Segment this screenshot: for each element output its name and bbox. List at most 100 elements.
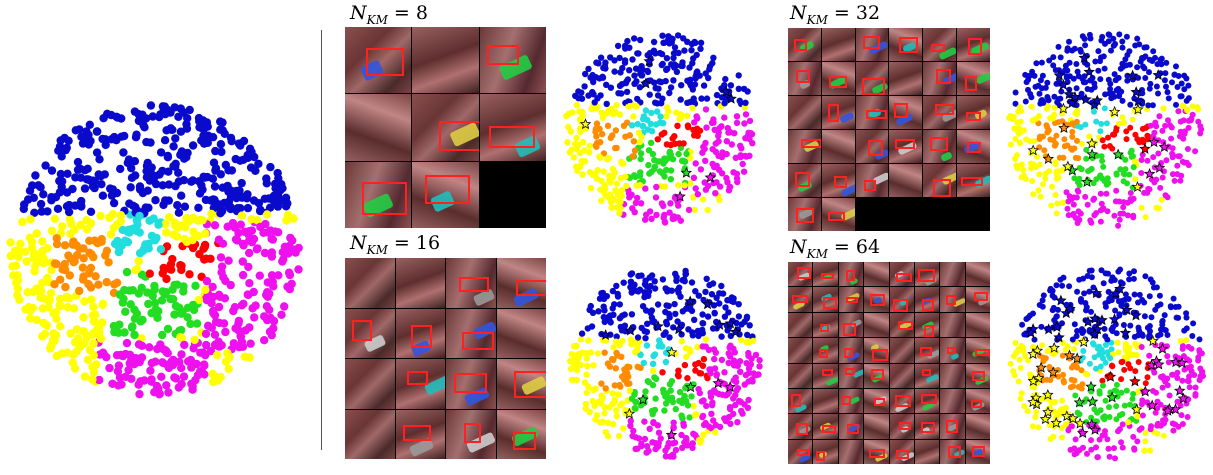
- scatter-point: [588, 105, 595, 113]
- scatter-point: [636, 138, 643, 146]
- scatter-point: [217, 147, 226, 157]
- scatter-point: [634, 334, 642, 341]
- scatter-point: [1040, 354, 1047, 361]
- scatter-point: [1086, 133, 1093, 140]
- scatter-point: [247, 238, 257, 247]
- scatter-point: [255, 271, 264, 280]
- scatter-point: [656, 342, 664, 350]
- thumbnail-cell: [855, 96, 889, 129]
- scatter-point: [1045, 103, 1052, 110]
- scatter-point: [633, 398, 640, 406]
- thumbnail-cell: [864, 338, 889, 363]
- label-nkm-64: NKM = 64: [790, 236, 881, 261]
- scatter-point: [633, 78, 640, 85]
- bounding-box: [935, 104, 954, 116]
- scatter-point: [1177, 338, 1184, 344]
- scatter-point: [263, 228, 272, 237]
- scatter-point: [142, 137, 151, 147]
- scatter-point: [84, 130, 93, 140]
- scatter-point: [1113, 170, 1120, 177]
- scatter-point: [1013, 349, 1020, 356]
- scatter-point: [66, 329, 75, 338]
- scatter-point: [1098, 346, 1105, 353]
- scatter-point: [627, 278, 635, 285]
- scatter-point: [89, 339, 98, 348]
- scatter-point: [711, 126, 718, 133]
- scatter-point: [38, 304, 47, 313]
- scatter-point: [1169, 154, 1176, 161]
- scatter-point: [697, 45, 704, 52]
- scatter-point: [163, 324, 173, 334]
- scatter-point: [1024, 408, 1031, 415]
- scatter-point: [1170, 427, 1177, 434]
- scatter-point: [139, 246, 148, 255]
- scatter-point: [1069, 133, 1076, 140]
- scatter-point: [613, 180, 621, 187]
- scatter-point: [1135, 359, 1142, 365]
- scatter-point: [1093, 444, 1099, 451]
- scatter-point: [1071, 346, 1077, 353]
- scatter-point: [1169, 371, 1176, 378]
- scatter-point: [1088, 86, 1095, 93]
- scatter-point: [1181, 159, 1188, 166]
- scatter-point: [1081, 35, 1088, 42]
- scatter-point: [176, 221, 185, 231]
- scatter-point: [647, 282, 654, 290]
- scatter-point: [672, 446, 680, 454]
- bounding-box: [351, 320, 373, 341]
- centroid-star-marker: [1042, 388, 1054, 400]
- scatter-point: [614, 42, 622, 50]
- scatter-point: [1091, 80, 1098, 87]
- scatter-point: [1052, 399, 1058, 405]
- scatter-point: [711, 355, 718, 363]
- scatter-point: [1066, 283, 1073, 290]
- scatter-point: [590, 362, 597, 369]
- scatter-point: [1169, 145, 1176, 152]
- scatter-point: [1161, 77, 1168, 84]
- thumbnail-cell: [813, 338, 838, 363]
- scatter-point: [1112, 307, 1119, 314]
- centroid-star-marker: [680, 166, 693, 178]
- scatter-point: [1123, 347, 1130, 354]
- scatter-point: [1030, 161, 1037, 168]
- scatter-point: [1054, 99, 1061, 106]
- centroid-star-marker: [1129, 375, 1141, 387]
- scatter-point: [1161, 168, 1167, 175]
- scatter-point: [151, 357, 160, 366]
- scatter-point: [92, 148, 102, 157]
- scatter-point: [1136, 139, 1143, 146]
- centroid-star-marker: [1035, 361, 1047, 373]
- scatter-point: [164, 196, 173, 205]
- bounding-box: [366, 48, 405, 77]
- bounding-box: [946, 294, 957, 305]
- scatter-point: [1186, 384, 1193, 391]
- bounding-box: [822, 368, 833, 377]
- scatter-point: [1106, 32, 1113, 38]
- scatter-point: [294, 265, 303, 274]
- scatter-point: [206, 346, 216, 356]
- scatter-point: [1098, 54, 1104, 61]
- scatter-point: [681, 182, 688, 189]
- scatter-point: [277, 180, 286, 189]
- scatter-point: [230, 303, 240, 312]
- scatter-point: [1031, 138, 1038, 145]
- scatter-point: [1100, 355, 1106, 362]
- scatter-point: [1077, 297, 1084, 304]
- thumbnail-cell: [923, 164, 957, 197]
- scatter-point: [742, 111, 750, 118]
- centroid-star-marker: [1108, 313, 1121, 325]
- scatter-point: [1051, 93, 1058, 100]
- thumbnail-cell: [864, 363, 889, 388]
- scatter-point: [237, 211, 246, 220]
- bounding-box: [795, 208, 814, 224]
- scatter-point: [238, 270, 248, 280]
- scatter-point: [87, 176, 96, 185]
- scatter-point: [188, 176, 198, 185]
- scatter-point: [673, 68, 681, 76]
- scatter-point: [1090, 340, 1096, 347]
- scatter-point: [1146, 293, 1153, 300]
- scatter-point: [700, 296, 707, 304]
- bounding-box: [931, 43, 946, 53]
- scatter-point: [1111, 212, 1118, 219]
- scatter-point: [1135, 324, 1142, 331]
